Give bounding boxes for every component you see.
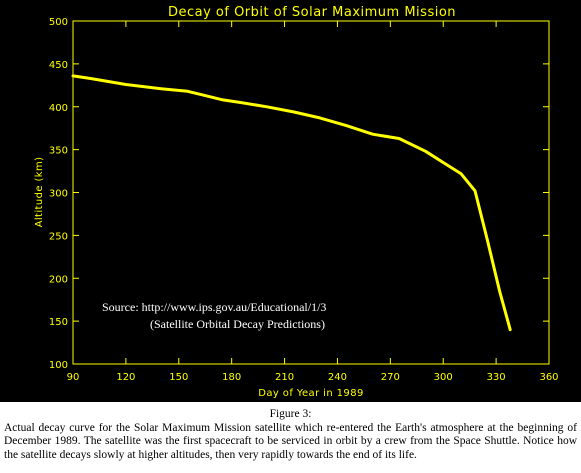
x-axis-ticks: 90 120 150 180 210 240 270 300 330 360 — [67, 21, 559, 383]
y-axis-ticks: 100 150 200 250 300 350 400 450 500 — [49, 17, 549, 371]
y-tick-label: 200 — [49, 274, 68, 285]
x-tick-label: 90 — [67, 372, 80, 383]
y-axis-label: Altitude (km) — [34, 157, 45, 228]
chart-background — [0, 0, 581, 402]
y-tick-label: 150 — [49, 317, 68, 328]
x-tick-label: 360 — [539, 372, 558, 383]
series-line — [71, 74, 512, 332]
x-tick-label: 120 — [116, 372, 135, 383]
x-tick-label: 270 — [381, 372, 400, 383]
x-tick-label: 210 — [275, 372, 294, 383]
x-tick-label: 330 — [487, 372, 506, 383]
source-annotation: Source: http://www.ips.gov.au/Educationa… — [102, 300, 326, 314]
y-tick-label: 350 — [49, 146, 68, 157]
y-tick-label: 450 — [49, 60, 68, 71]
figure-caption: Figure 3: Actual decay curve for the Sol… — [4, 408, 577, 462]
source-subtitle-annotation: (Satellite Orbital Decay Predictions) — [150, 317, 325, 331]
chart-figure: Decay of Orbit of Solar Maximum Mission … — [0, 0, 581, 402]
x-tick-label: 240 — [328, 372, 347, 383]
caption-body: Actual decay curve for the Solar Maximum… — [4, 421, 577, 461]
x-tick-label: 300 — [434, 372, 453, 383]
y-tick-label: 400 — [49, 103, 68, 114]
x-tick-label: 150 — [169, 372, 188, 383]
y-tick-label: 500 — [49, 17, 68, 28]
chart-title: Decay of Orbit of Solar Maximum Mission — [168, 5, 456, 20]
x-tick-label: 180 — [222, 372, 241, 383]
y-tick-label: 300 — [49, 189, 68, 200]
y-tick-label: 250 — [49, 231, 68, 242]
y-tick-label: 100 — [49, 360, 68, 371]
caption-title: Figure 3: — [269, 408, 312, 420]
x-axis-label: Day of Year in 1989 — [258, 388, 363, 399]
